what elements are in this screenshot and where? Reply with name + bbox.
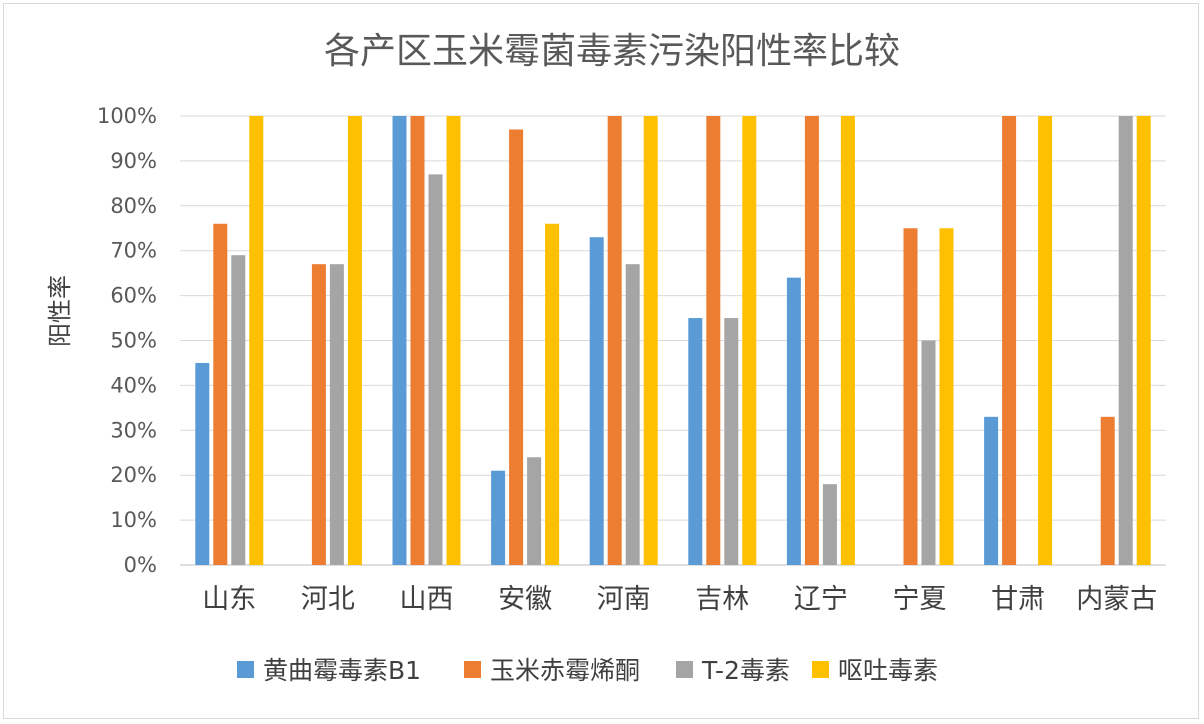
legend-swatch <box>812 661 829 678</box>
bar <box>643 116 658 565</box>
legend-swatch <box>237 661 254 678</box>
chart-title: 各产区玉米霉菌毒素污染阳性率比较 <box>324 31 900 72</box>
bar <box>688 318 703 565</box>
bar <box>840 116 855 565</box>
y-tick-label: 100% <box>97 104 157 128</box>
bar <box>1136 116 1151 565</box>
x-category-label: 吉林 <box>695 584 749 615</box>
bar <box>509 129 524 565</box>
x-axis-categories: 山东 河北 山西 安徽 河南 吉林 辽宁 宁夏 甘肃 内蒙古 <box>202 584 1157 615</box>
y-tick-label: 50% <box>110 329 157 353</box>
x-category-label: 山东 <box>202 584 256 615</box>
bar <box>410 116 425 565</box>
bar <box>347 116 362 565</box>
x-category-label: 甘肃 <box>991 584 1045 615</box>
bar <box>625 264 640 565</box>
bar <box>195 362 210 565</box>
bar-series <box>195 116 1151 566</box>
bar <box>491 470 506 565</box>
y-tick-label: 0% <box>124 553 157 577</box>
bar <box>1002 116 1017 565</box>
grid-lines <box>180 115 1166 566</box>
x-category-label: 安徽 <box>498 584 552 615</box>
y-tick-label: 90% <box>110 149 157 173</box>
legend-label: 玉米赤霉烯酮 <box>490 656 640 685</box>
y-tick-label: 20% <box>110 463 157 487</box>
x-category-label: 内蒙古 <box>1076 584 1157 615</box>
y-tick-label: 10% <box>110 508 157 532</box>
bar <box>903 228 918 565</box>
legend-item: 玉米赤霉烯酮 <box>464 656 640 685</box>
y-tick-label: 40% <box>110 373 157 397</box>
x-category-label: 辽宁 <box>794 584 848 615</box>
legend: 黄曲霉毒素B1 玉米赤霉烯酮 T-2毒素 呕吐毒素 <box>237 656 938 685</box>
legend-swatch <box>676 661 693 678</box>
bar <box>545 223 560 565</box>
bar <box>939 228 954 565</box>
legend-item: T-2毒素 <box>676 656 790 685</box>
bar <box>446 116 461 565</box>
legend-label: 呕吐毒素 <box>838 656 938 685</box>
bar <box>1118 116 1133 565</box>
y-axis-label: 阳性率 <box>46 275 74 347</box>
bar <box>231 255 246 565</box>
y-axis-ticks: 0% 10% 20% 30% 40% 50% 60% 70% 80% 90% 100% <box>97 104 157 577</box>
bar <box>742 116 757 565</box>
legend-label: T-2毒素 <box>701 656 790 685</box>
legend-swatch <box>464 661 481 678</box>
legend-label: 黄曲霉毒素B1 <box>263 656 421 685</box>
bar <box>527 457 542 565</box>
bar <box>329 264 344 565</box>
bar <box>921 340 936 565</box>
x-category-label: 宁夏 <box>893 584 947 615</box>
y-tick-label: 70% <box>110 239 157 263</box>
x-category-label: 山西 <box>400 584 454 615</box>
legend-item: 呕吐毒素 <box>812 656 938 685</box>
bar <box>213 223 228 565</box>
bar <box>428 174 443 565</box>
bar <box>822 484 837 565</box>
bar <box>1038 116 1053 565</box>
bar <box>392 116 407 565</box>
bar <box>311 264 326 565</box>
bar <box>249 116 264 565</box>
bar <box>589 237 604 566</box>
y-tick-label: 30% <box>110 418 157 442</box>
bar <box>607 116 622 565</box>
y-tick-label: 80% <box>110 194 157 218</box>
bar <box>1100 416 1115 565</box>
bar <box>786 277 801 565</box>
x-category-label: 河北 <box>301 584 355 615</box>
bar <box>984 416 999 565</box>
bar <box>706 116 721 565</box>
bar <box>724 318 739 565</box>
legend-item: 黄曲霉毒素B1 <box>237 656 421 685</box>
y-tick-label: 60% <box>110 284 157 308</box>
bar <box>804 116 819 565</box>
x-category-label: 河南 <box>597 584 651 615</box>
